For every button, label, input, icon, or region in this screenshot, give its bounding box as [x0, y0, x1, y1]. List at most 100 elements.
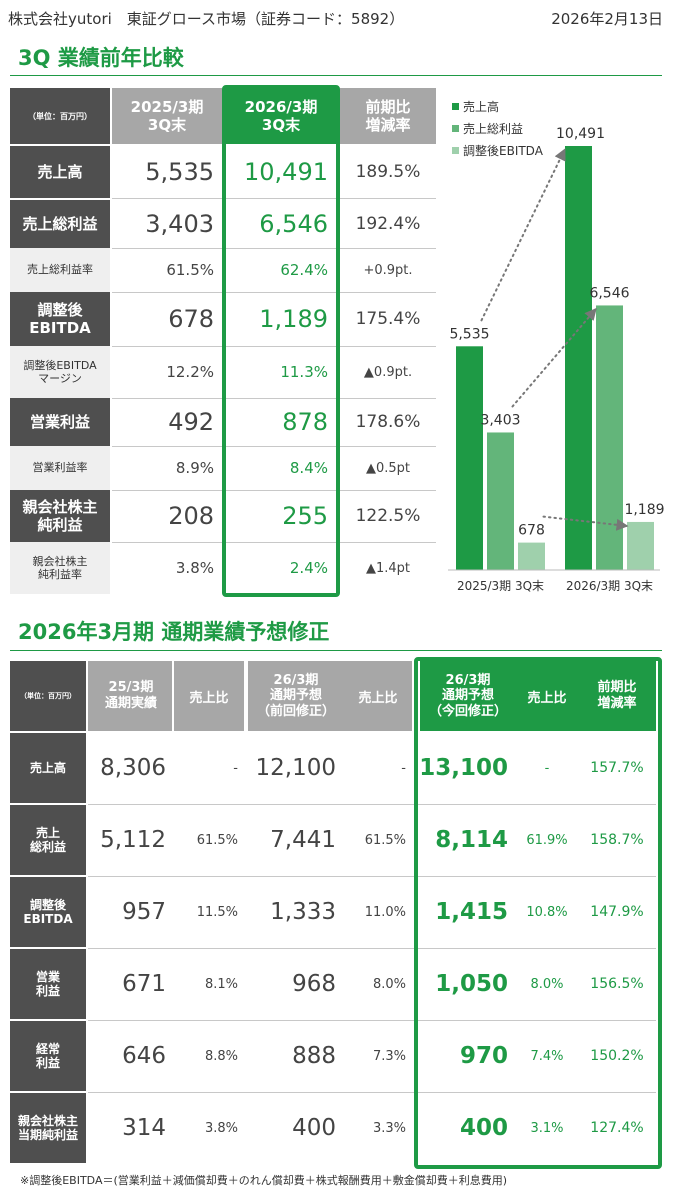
row-label-line: 売上総利益率 [27, 263, 93, 277]
value-prev: 678 [168, 305, 214, 333]
ratio-new-forecast: 7.4% [530, 1048, 564, 1064]
value-prev: 3.8% [175, 559, 214, 577]
row-label-2-line: 売上高 [29, 760, 66, 775]
column-divider [172, 661, 174, 1167]
col-header-change: 前期比 増減率 [340, 88, 436, 144]
section1-divider [10, 75, 662, 76]
row-separator-2 [88, 1092, 656, 1093]
ratio-prev-forecast: 8.0% [372, 976, 406, 992]
value-change: +0.9pt. [363, 262, 413, 278]
legend-item: 調整後EBITDA [452, 142, 543, 159]
row-label-line: 親会社株主 [22, 498, 98, 516]
value-actual: 5,112 [100, 827, 166, 853]
row-label-2-line: 営業 [35, 969, 60, 984]
value-prev-forecast: 400 [292, 1115, 336, 1141]
row-label: 親会社株主 純利益率 [10, 542, 110, 594]
legend-label: 調整後EBITDA [463, 144, 543, 158]
col-header-prev-forecast: 26/3期 通期予想 （前回修正） [248, 661, 344, 731]
value-change-2: 157.7% [590, 760, 644, 776]
col-header-ratio: 売上比 [174, 661, 244, 731]
col-header-change-line: 前期比 [365, 98, 411, 116]
value-curr: 255 [282, 502, 328, 530]
row-label-2: 売上 総利益 [10, 805, 86, 875]
row-separator [112, 346, 436, 347]
growth-arrow-0 [480, 148, 566, 322]
value-change-2: 150.2% [590, 1048, 644, 1064]
row-label-line: 親会社株主 [32, 554, 88, 568]
row-label-line: EBITDA [29, 319, 91, 337]
value-curr: 6,546 [259, 210, 328, 238]
value-change: 175.4% [355, 309, 421, 329]
row-separator [112, 198, 436, 199]
legend-swatch [452, 103, 459, 110]
row-label-2: 調整後 EBITDA [10, 877, 86, 947]
ratio-actual: 8.8% [204, 1048, 238, 1064]
col-header-prev-line: 2025/3期 [130, 98, 204, 116]
row-label-line: 売上総利益 [22, 215, 98, 233]
value-actual: 957 [122, 899, 166, 925]
row-label-line: 営業利益 [29, 413, 90, 431]
legend-label: 売上高 [463, 100, 500, 114]
new-forecast-highlight [414, 657, 662, 1169]
row-label-2-line: 当期純利益 [17, 1128, 78, 1142]
value-actual: 314 [122, 1115, 166, 1141]
report-date: 2026年2月13日 [551, 10, 663, 28]
row-label-line: 営業利益率 [32, 461, 88, 475]
bar-2-0 [518, 542, 545, 570]
row-label-2-line: 売上 [35, 825, 60, 840]
row-label-line: 調整後 [37, 301, 83, 319]
ratio-prev-forecast: 7.3% [372, 1048, 406, 1064]
col-header-new-forecast-line: 26/3期 [445, 672, 491, 688]
row-label-2: 営業 利益 [10, 949, 86, 1019]
row-separator [112, 398, 436, 399]
col-header-new-forecast-line: 通期予想 [441, 688, 494, 704]
row-label-2-line: 総利益 [29, 840, 66, 854]
value-prev-forecast: 888 [292, 1043, 336, 1069]
row-label-line: 純利益率 [38, 568, 82, 581]
row-separator-2 [88, 948, 656, 949]
value-label-2-0: 678 [518, 523, 545, 539]
bar-1-1 [596, 305, 623, 570]
row-separator [112, 292, 436, 293]
row-separator [112, 490, 436, 491]
value-new-forecast: 1,415 [435, 899, 508, 925]
value-prev: 61.5% [166, 261, 214, 279]
value-label-0-0: 5,535 [449, 326, 489, 342]
value-new-forecast: 13,100 [420, 755, 508, 781]
col-header-curr-line: 3Q末 [261, 116, 301, 134]
value-change-2: 147.9% [590, 904, 644, 920]
col-header-change-2-line: 前期比 [597, 680, 637, 696]
col-header-prev-forecast-line: （前回修正） [256, 703, 335, 719]
row-separator [112, 542, 436, 543]
chart-svg: 5,535 10,491 3,403 6,546 678 1,189 2025/3期 3Q末… [448, 126, 665, 593]
value-prev-forecast: 7,441 [270, 827, 336, 853]
ratio-prev-forecast: - [401, 760, 406, 776]
value-label-0-1: 10,491 [556, 126, 605, 142]
value-curr: 1,189 [259, 305, 328, 333]
value-change: 122.5% [355, 506, 421, 526]
row-separator [112, 248, 436, 249]
ratio-new-forecast: 61.9% [526, 832, 568, 848]
row-label: 売上総利益率 [10, 248, 110, 292]
row-label-line: マージン [38, 372, 82, 385]
row-label-2-line: 利益 [35, 1056, 60, 1070]
col-header-prev-forecast-line: 通期予想 [269, 688, 322, 704]
value-curr: 2.4% [289, 559, 328, 577]
value-new-forecast: 400 [459, 1115, 508, 1141]
bar-0-1 [565, 146, 592, 570]
value-curr: 878 [282, 408, 328, 436]
row-separator [112, 446, 436, 447]
value-curr: 62.4% [280, 261, 328, 279]
value-actual: 646 [122, 1043, 166, 1069]
value-label-2-1: 1,189 [624, 502, 664, 518]
section1-title: 3Q 業績前年比較 [18, 46, 184, 70]
value-change: 178.6% [355, 412, 421, 432]
section2-title: 2026年3月期 通期業績予想修正 [18, 620, 330, 644]
col-header-actual-line: 25/3期 [108, 680, 154, 696]
ratio-actual: 11.5% [196, 904, 238, 920]
row-label: 調整後 EBITDA [10, 292, 110, 346]
ratio-prev-forecast: 11.0% [364, 904, 406, 920]
value-prev: 208 [168, 502, 214, 530]
value-curr: 11.3% [280, 363, 328, 381]
ratio-new-forecast: 8.0% [530, 976, 564, 992]
